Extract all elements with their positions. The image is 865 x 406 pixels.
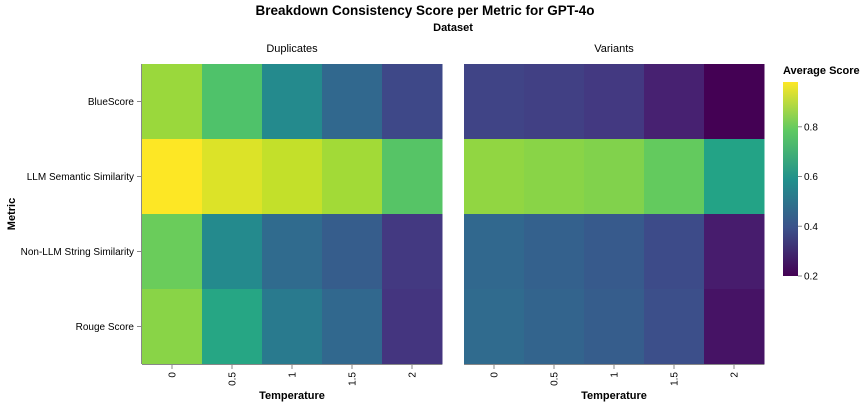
heatmap-cell — [202, 64, 263, 140]
color-legend: Average Score 0.2 0.4 0.6 0.8 — [783, 65, 860, 283]
legend-title: Average Score — [783, 65, 860, 77]
x-axis-title: Temperature — [581, 390, 647, 402]
heatmap-cell — [584, 289, 645, 365]
heatmap-cell — [524, 139, 585, 215]
heatmap-cell — [142, 289, 203, 365]
facet-duplicates: Duplicates 0 0.5 1 1.5 2 Temperature — [142, 43, 443, 402]
heatmap-cell — [322, 289, 383, 365]
x-tick-label: 1 — [610, 372, 621, 378]
heatmap-cell — [382, 214, 443, 290]
x-tick-label: 0.5 — [550, 372, 561, 386]
heatmap-cell — [704, 214, 765, 290]
heatmap-cell — [464, 139, 525, 215]
heatmap-cell — [524, 214, 585, 290]
heatmap-cell — [644, 139, 705, 215]
y-tick-label: BlueScore — [88, 97, 135, 108]
heatmap-cell — [262, 64, 323, 140]
y-tick-label: Non-LLM String Similarity — [21, 247, 134, 258]
facet-label-variants: Variants — [594, 43, 634, 55]
heatmap-cell — [202, 214, 263, 290]
y-tick-label: Rouge Score — [76, 322, 135, 333]
legend-tick-label: 0.2 — [804, 272, 818, 283]
heatmap-cell — [142, 64, 203, 140]
x-tick-label: 1 — [288, 372, 299, 378]
heatmap-cell — [584, 64, 645, 140]
heatmap-cell — [464, 214, 525, 290]
legend-tick-label: 0.6 — [804, 172, 818, 183]
heatmap-cell — [704, 64, 765, 140]
chart-title: Breakdown Consistency Score per Metric f… — [255, 3, 594, 18]
x-tick-label: 2 — [730, 372, 741, 378]
x-tick-label: 0 — [490, 372, 501, 378]
facet-label-duplicates: Duplicates — [266, 43, 318, 55]
heatmap-cell — [584, 214, 645, 290]
x-axis-title: Temperature — [259, 390, 325, 402]
heatmap-cell — [322, 139, 383, 215]
heatmap-cell — [382, 64, 443, 140]
heatmap-cell — [644, 214, 705, 290]
x-tick-label: 1.5 — [348, 372, 359, 386]
heatmap-cell — [464, 289, 525, 365]
heatmap-cell — [524, 64, 585, 140]
heatmap-cell — [142, 214, 203, 290]
heatmap-cell — [262, 139, 323, 215]
heatmap-cell — [262, 214, 323, 290]
heatmap-cell — [704, 139, 765, 215]
legend-tick-label: 0.8 — [804, 122, 818, 133]
heatmap-cell — [644, 289, 705, 365]
x-tick-label: 2 — [408, 372, 419, 378]
x-tick-label: 0.5 — [228, 372, 239, 386]
x-tick-label: 0 — [168, 372, 179, 378]
heatmap-cell — [382, 289, 443, 365]
legend-tick-label: 0.4 — [804, 222, 818, 233]
heatmap-cell — [202, 289, 263, 365]
x-tick-label: 1.5 — [670, 372, 681, 386]
heatmap-cell — [142, 139, 203, 215]
heatmap-cell — [322, 64, 383, 140]
heatmap-cell — [382, 139, 443, 215]
heatmap-cell — [524, 289, 585, 365]
heatmap-cell — [464, 64, 525, 140]
y-tick-label: LLM Semantic Similarity — [27, 172, 134, 183]
heatmap-cell — [262, 289, 323, 365]
column-header: Dataset — [433, 22, 473, 34]
legend-gradient-bar — [783, 82, 798, 276]
heatmap-cell — [644, 64, 705, 140]
facet-variants: Variants 0 0.5 1 1.5 2 Temperature — [464, 43, 765, 402]
heatmap-cell — [202, 139, 263, 215]
heatmap-cell — [584, 139, 645, 215]
heatmap-cell — [322, 214, 383, 290]
heatmap-cell — [704, 289, 765, 365]
y-axis-title: Metric — [6, 198, 18, 230]
